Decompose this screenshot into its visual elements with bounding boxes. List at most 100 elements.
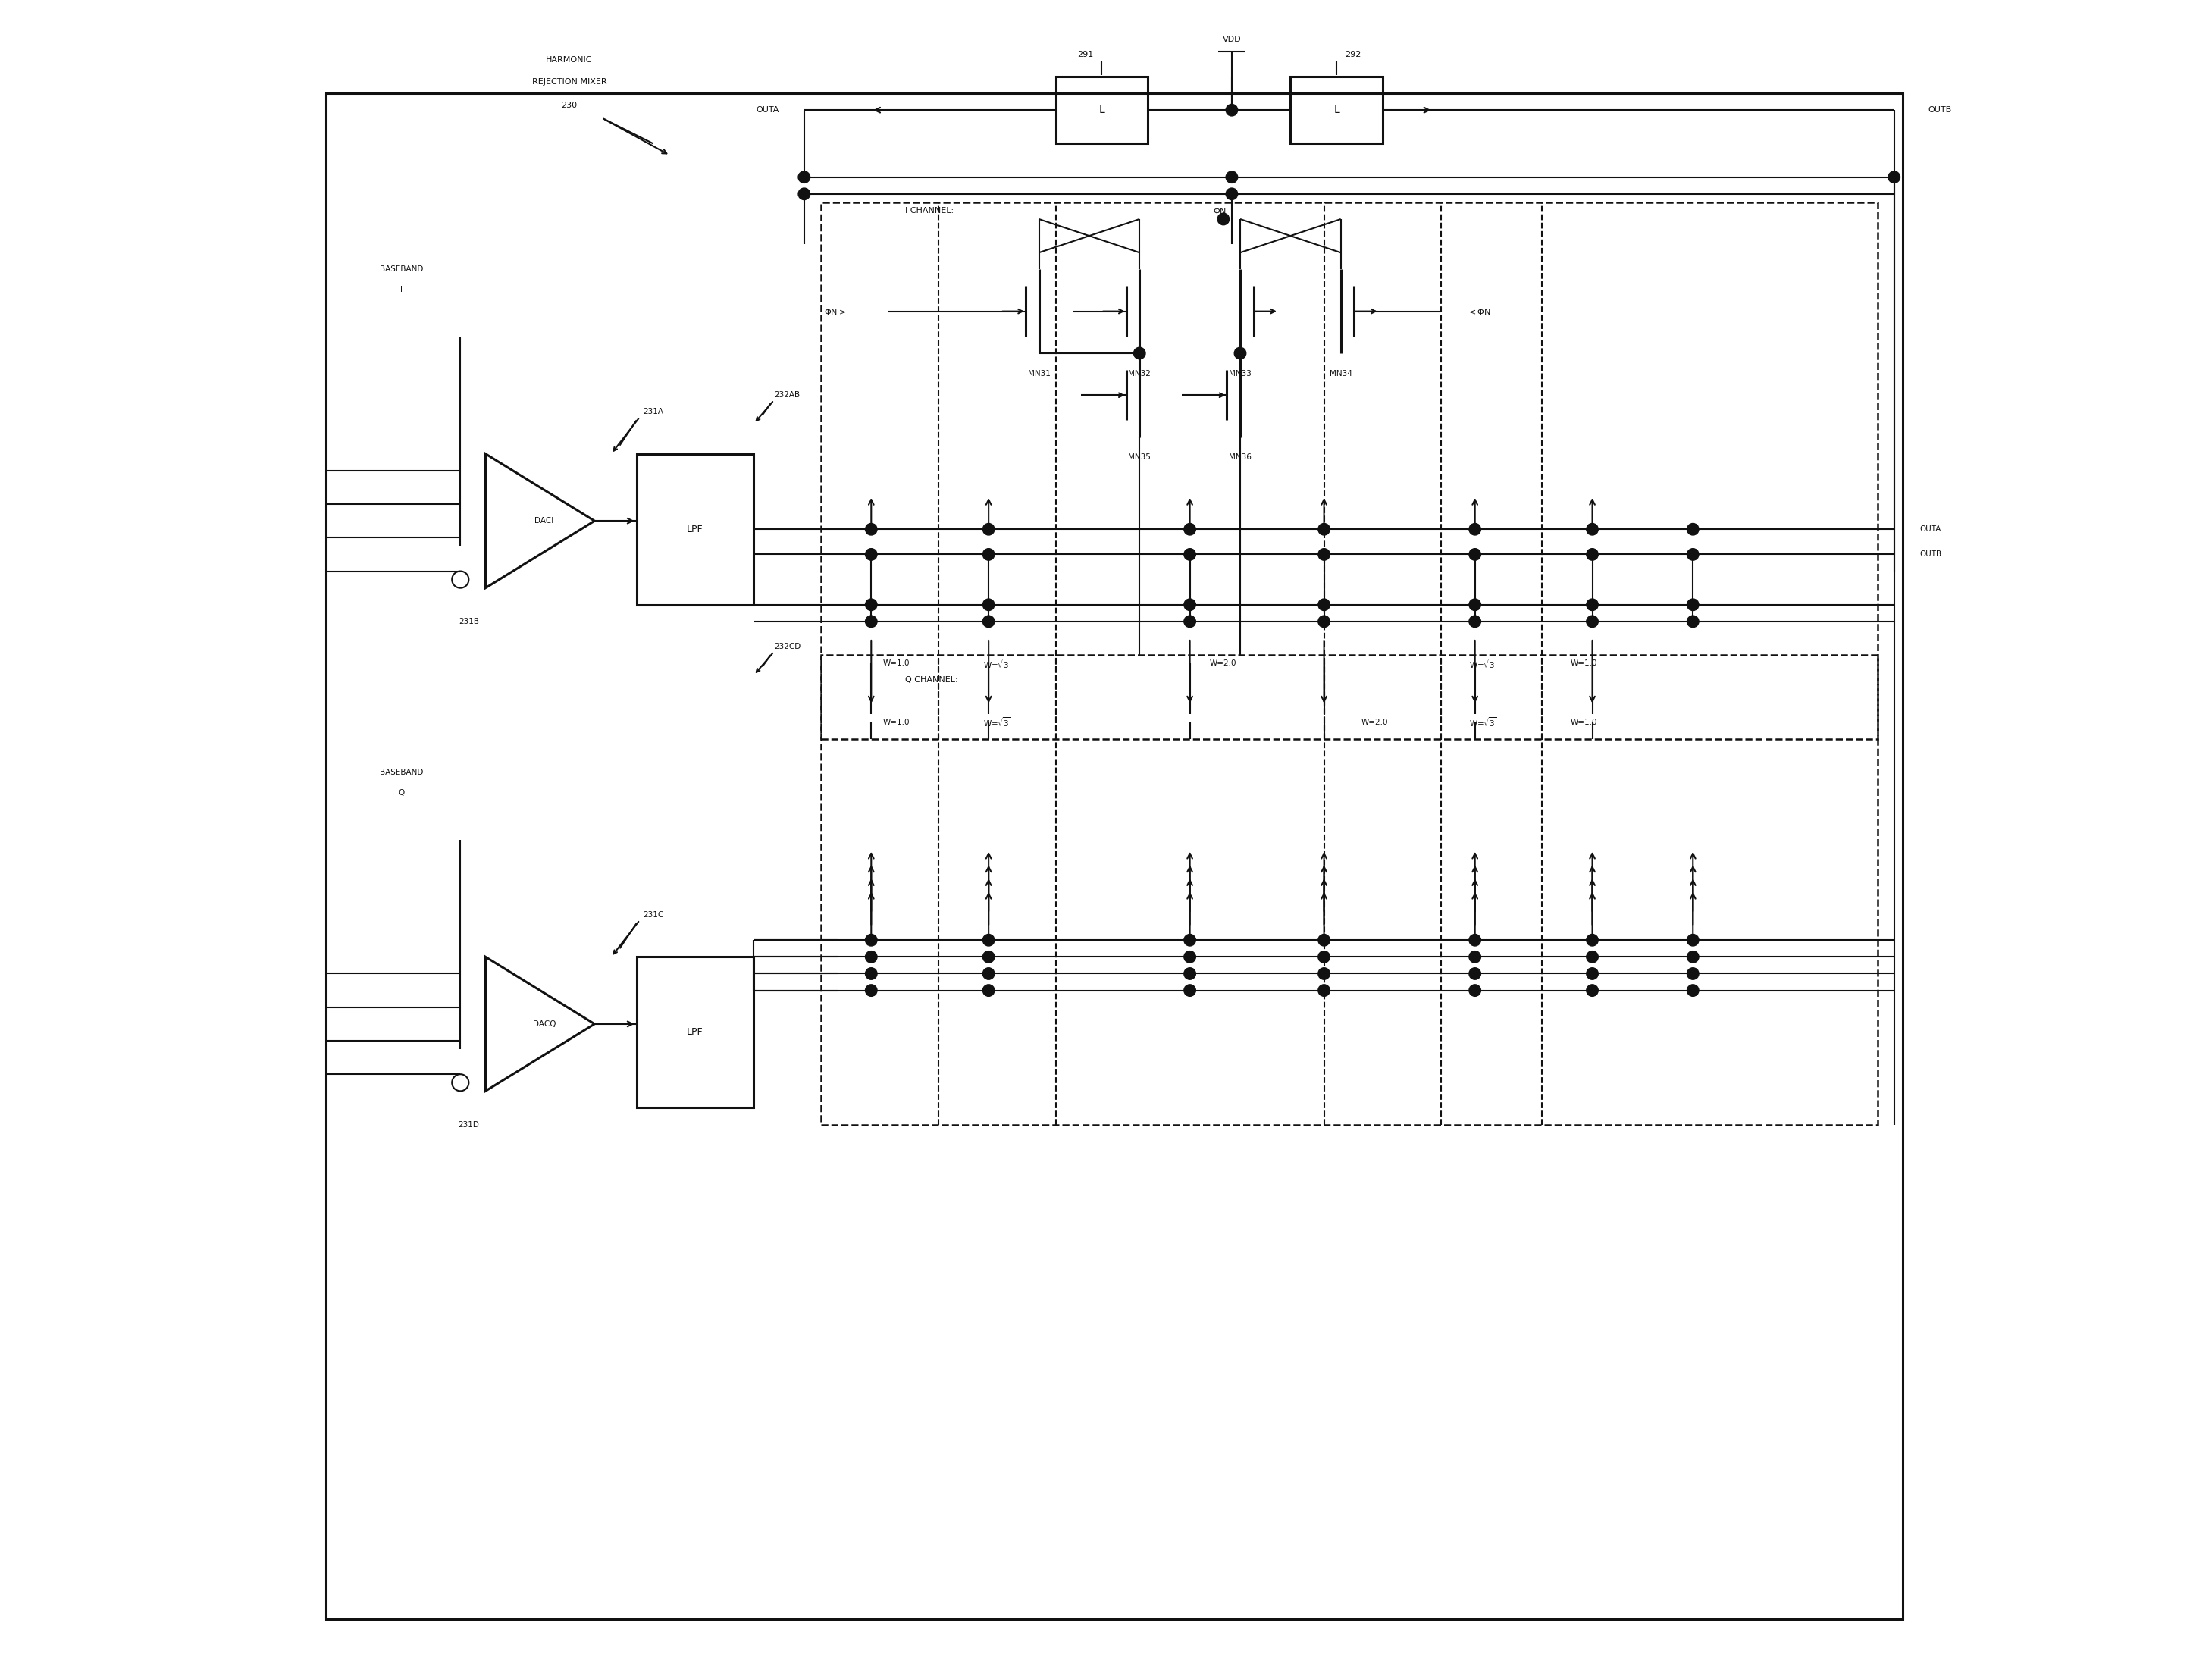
Circle shape bbox=[1225, 171, 1239, 183]
Circle shape bbox=[1469, 934, 1480, 945]
Circle shape bbox=[799, 171, 810, 183]
Circle shape bbox=[1469, 616, 1480, 628]
Text: 231A: 231A bbox=[644, 408, 664, 416]
Text: LPF: LPF bbox=[688, 524, 703, 534]
Circle shape bbox=[1469, 984, 1480, 996]
Circle shape bbox=[1318, 549, 1329, 561]
Circle shape bbox=[865, 950, 878, 962]
Text: W=1.0: W=1.0 bbox=[883, 660, 909, 667]
Circle shape bbox=[1688, 549, 1699, 561]
Circle shape bbox=[982, 524, 995, 536]
Text: DACI: DACI bbox=[535, 517, 553, 524]
Circle shape bbox=[982, 984, 995, 996]
Text: MN36: MN36 bbox=[1230, 453, 1252, 462]
Text: I CHANNEL:: I CHANNEL: bbox=[905, 207, 953, 215]
Circle shape bbox=[865, 934, 878, 945]
Circle shape bbox=[1183, 549, 1197, 561]
Circle shape bbox=[1183, 934, 1197, 945]
Text: 232AB: 232AB bbox=[774, 391, 801, 400]
Text: 231B: 231B bbox=[458, 618, 480, 625]
Circle shape bbox=[1688, 950, 1699, 962]
Text: $\Phi$N$-$: $\Phi$N$-$ bbox=[1212, 207, 1234, 215]
Text: 291: 291 bbox=[1077, 50, 1093, 59]
Circle shape bbox=[1688, 934, 1699, 945]
Text: MN31: MN31 bbox=[1029, 369, 1051, 378]
Circle shape bbox=[1586, 967, 1599, 979]
Circle shape bbox=[865, 967, 878, 979]
Circle shape bbox=[1183, 984, 1197, 996]
Circle shape bbox=[982, 934, 995, 945]
Circle shape bbox=[1688, 984, 1699, 996]
Text: W=2.0: W=2.0 bbox=[1210, 660, 1237, 667]
Text: 232CD: 232CD bbox=[774, 643, 801, 650]
Text: $\Phi$N$>$: $\Phi$N$>$ bbox=[823, 307, 845, 316]
Circle shape bbox=[1318, 934, 1329, 945]
Text: OUTA: OUTA bbox=[757, 106, 779, 114]
Text: $<\Phi$N: $<\Phi$N bbox=[1467, 307, 1491, 316]
Text: MN34: MN34 bbox=[1329, 369, 1352, 378]
Circle shape bbox=[1225, 104, 1239, 116]
Text: DACQ: DACQ bbox=[533, 1021, 555, 1028]
Circle shape bbox=[1318, 950, 1329, 962]
Circle shape bbox=[1183, 524, 1197, 536]
Text: REJECTION MIXER: REJECTION MIXER bbox=[531, 77, 606, 86]
Bar bbox=[821, 655, 1878, 1125]
Circle shape bbox=[1688, 616, 1699, 628]
Bar bbox=[1290, 77, 1382, 144]
Circle shape bbox=[1688, 967, 1699, 979]
Circle shape bbox=[1225, 188, 1239, 200]
Text: LPF: LPF bbox=[688, 1028, 703, 1038]
Text: I: I bbox=[400, 285, 403, 294]
Text: W=$\sqrt{3}$: W=$\sqrt{3}$ bbox=[982, 715, 1011, 729]
Circle shape bbox=[1469, 549, 1480, 561]
Circle shape bbox=[1183, 967, 1197, 979]
Circle shape bbox=[1688, 524, 1699, 536]
Text: OUTA: OUTA bbox=[1920, 526, 1940, 532]
Text: 292: 292 bbox=[1345, 50, 1360, 59]
Circle shape bbox=[799, 188, 810, 200]
Text: W=1.0: W=1.0 bbox=[883, 719, 909, 725]
Circle shape bbox=[1469, 950, 1480, 962]
Circle shape bbox=[865, 984, 878, 996]
Circle shape bbox=[1217, 213, 1230, 225]
Text: W=$\sqrt{3}$: W=$\sqrt{3}$ bbox=[1469, 715, 1498, 729]
Circle shape bbox=[1688, 599, 1699, 611]
Text: L: L bbox=[1334, 104, 1340, 116]
Circle shape bbox=[1183, 599, 1197, 611]
Text: W=$\sqrt{3}$: W=$\sqrt{3}$ bbox=[1469, 656, 1498, 670]
Circle shape bbox=[982, 967, 995, 979]
Circle shape bbox=[982, 616, 995, 628]
Circle shape bbox=[1318, 967, 1329, 979]
Text: MN32: MN32 bbox=[1128, 369, 1150, 378]
Circle shape bbox=[1469, 967, 1480, 979]
Text: W=2.0: W=2.0 bbox=[1360, 719, 1387, 725]
Text: Q CHANNEL:: Q CHANNEL: bbox=[905, 677, 958, 683]
Text: VDD: VDD bbox=[1223, 35, 1241, 44]
Circle shape bbox=[1889, 171, 1900, 183]
Text: MN33: MN33 bbox=[1230, 369, 1252, 378]
Circle shape bbox=[865, 549, 878, 561]
Circle shape bbox=[1586, 599, 1599, 611]
Circle shape bbox=[1469, 524, 1480, 536]
Text: 231C: 231C bbox=[644, 912, 664, 918]
Circle shape bbox=[982, 950, 995, 962]
Circle shape bbox=[1586, 934, 1599, 945]
Text: BASEBAND: BASEBAND bbox=[380, 769, 422, 776]
Circle shape bbox=[865, 616, 878, 628]
Bar bbox=[1055, 77, 1148, 144]
Circle shape bbox=[1586, 616, 1599, 628]
Circle shape bbox=[1469, 599, 1480, 611]
Circle shape bbox=[865, 599, 878, 611]
Text: HARMONIC: HARMONIC bbox=[546, 55, 593, 64]
Circle shape bbox=[1586, 549, 1599, 561]
Circle shape bbox=[982, 599, 995, 611]
Text: W=1.0: W=1.0 bbox=[1571, 660, 1597, 667]
Circle shape bbox=[1318, 984, 1329, 996]
Text: Q: Q bbox=[398, 789, 405, 796]
Circle shape bbox=[1586, 950, 1599, 962]
Circle shape bbox=[1318, 599, 1329, 611]
Circle shape bbox=[1234, 348, 1245, 359]
Bar bbox=[637, 957, 754, 1108]
Text: W=$\sqrt{3}$: W=$\sqrt{3}$ bbox=[982, 656, 1011, 670]
Text: BASEBAND: BASEBAND bbox=[380, 265, 422, 274]
